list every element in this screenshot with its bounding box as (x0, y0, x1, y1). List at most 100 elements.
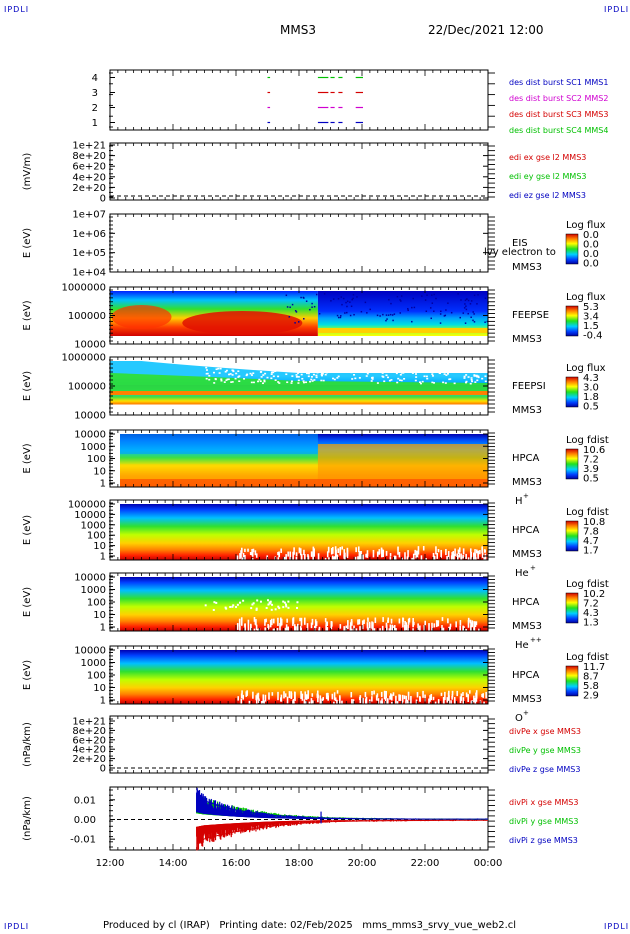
hpca_hepp-ytick-1: 1000 (81, 585, 106, 596)
divpe-legend-2: divPe z gse MMS3 (509, 765, 580, 774)
feepsi-colorbar (565, 376, 579, 408)
divpi-ytick-0: 0.01 (74, 795, 96, 806)
divpi-ytick-2: -0.01 (70, 835, 96, 846)
feepse-cbar-3: -0.4 (583, 331, 603, 342)
hpca_he-inst2: MMS3 (512, 549, 542, 560)
time-tick-0: 12:00 (96, 858, 125, 869)
divpe-ytick-3: 4e+20 (72, 745, 106, 756)
divpi-line-2 (196, 794, 488, 820)
eis-ylabel: E (eV) (22, 228, 33, 258)
hpca_o-inst: HPCA (512, 670, 540, 681)
divpe-legend-0: divPe x gse MMS3 (509, 727, 581, 736)
feepsi-cbar-0: 4.3 (583, 373, 599, 384)
feepse-inst2: MMS3 (512, 334, 542, 345)
divpi-series-0 (196, 819, 488, 851)
burst-legend-3: des dist burst SC4 MMS4 (509, 126, 608, 135)
hpca_hepp-colorbar (565, 592, 579, 624)
hpca_o-species: O (515, 713, 523, 724)
eis-frame (109, 213, 489, 273)
burst-legend-0: des dist burst SC1 MMS1 (509, 78, 608, 87)
feepsi-inst: FEEPSI (512, 381, 546, 392)
eis-cbar-title: Log flux (566, 220, 606, 231)
hpca_he-ytick-1: 10000 (74, 510, 106, 521)
hpca_o-ylabel: E (eV) (22, 660, 33, 690)
hpca_h-ytick-2: 100 (87, 454, 106, 465)
hpca_he-cbar-1: 7.8 (583, 527, 599, 538)
hpca_he-ytick-5: 1 (100, 552, 106, 563)
hpca_o-cbar-title: Log fdist (566, 652, 609, 663)
feepsi-cbar-title: Log flux (566, 363, 606, 374)
hpca_hepp-cbar-0: 10.2 (583, 589, 605, 600)
eis-cbar-2: 0.0 (583, 249, 599, 260)
hpca_he-cbar-0: 10.8 (583, 517, 605, 528)
edi-ytick-3: 4e+20 (72, 172, 106, 183)
eis-overlay: lvy electron to (484, 247, 556, 258)
hpca_h-ytick-3: 10 (93, 466, 106, 477)
hpca_o-ytick-2: 100 (87, 671, 106, 682)
edi-ytick-1: 8e+20 (72, 151, 106, 162)
eis-cbar-0: 0.0 (583, 230, 599, 241)
hpca_he-ytick-3: 100 (87, 531, 106, 542)
hpca_he-spectrogram (120, 504, 489, 567)
eis-cbar-3: 0.0 (583, 259, 599, 270)
hpca_h-charge: + (523, 492, 529, 500)
hpca_he-ytick-4: 10 (93, 541, 106, 552)
edi-ytick-0: 1e+21 (72, 141, 106, 152)
feepse-cbar-1: 3.4 (583, 312, 599, 323)
hpca_hepp-inst: HPCA (512, 597, 540, 608)
burst-ytick-0: 4 (92, 73, 98, 84)
burst-frame (109, 69, 489, 131)
hpca_he-colorbar (565, 520, 579, 552)
feepsi-ytick-1: 100000 (68, 382, 106, 393)
burst-ytick-3: 1 (92, 118, 98, 129)
feepse-ytick-2: 10000 (74, 340, 106, 351)
edi-frame (109, 142, 489, 201)
time-tick-6: 00:00 (474, 858, 503, 869)
edi-legend-2: edi ez gse l2 MMS3 (509, 191, 586, 200)
hpca_o-charge: + (523, 709, 529, 717)
footer-text: Produced by cl (IRAP) Printing date: 02/… (103, 920, 517, 931)
divpe-ytick-5: 0 (100, 764, 106, 775)
corner-tr: IPDLI (604, 5, 630, 14)
eis-colorbar (565, 233, 579, 265)
divpi-legend-2: divPi z gse MMS3 (509, 836, 578, 845)
feepsi-inst2: MMS3 (512, 405, 542, 416)
hpca_h-species: H (515, 496, 523, 507)
hpca_o-cbar-0: 11.7 (583, 662, 605, 673)
hpca_hepp-cbar-2: 4.3 (583, 608, 599, 619)
divpe-ytick-0: 1e+21 (72, 717, 106, 728)
hpca_h-spectrogram (120, 434, 488, 487)
burst-legend-2: des dist burst SC3 MMS3 (509, 110, 608, 119)
time-tick-2: 16:00 (222, 858, 251, 869)
divpe-ytick-2: 6e+20 (72, 735, 106, 746)
hpca_h-ylabel: E (eV) (22, 443, 33, 473)
time-tick-5: 22:00 (411, 858, 440, 869)
hpca_o-inst2: MMS3 (512, 694, 542, 705)
hpca_o-ytick-1: 1000 (81, 658, 106, 669)
hpca_hepp-ylabel: E (eV) (22, 587, 33, 617)
hpca_h-inst2: MMS3 (512, 477, 542, 488)
hpca_hepp-spectrogram (120, 577, 490, 638)
hpca_o-colorbar (565, 665, 579, 697)
edi-ytick-2: 6e+20 (72, 162, 106, 173)
corner-br: IPDLI (604, 922, 630, 931)
hpca_h-ytick-1: 1000 (81, 442, 106, 453)
hpca_he-ytick-0: 100000 (68, 500, 106, 511)
corner-bl: IPDLI (4, 922, 30, 931)
feepsi-ytick-0: 1000000 (61, 353, 106, 364)
divpe-ylabel: (nPa/km) (22, 722, 33, 767)
time-tick-1: 14:00 (159, 858, 188, 869)
hpca_o-ytick-0: 10000 (74, 646, 106, 657)
eis-inst: EIS (512, 238, 528, 249)
time-tick-3: 18:00 (285, 858, 314, 869)
feepsi-cbar-1: 3.0 (583, 383, 599, 394)
eis-ytick-3: 1e+04 (72, 268, 106, 279)
edi-ytick-4: 2e+20 (72, 183, 106, 194)
hpca_h-cbar-0: 10.6 (583, 445, 605, 456)
feepsi-ytick-2: 10000 (74, 411, 106, 422)
divpi-legend-1: divPi y gse MMS3 (509, 817, 578, 826)
hpca_he-charge: + (530, 564, 536, 572)
feepsi-spectrogram (110, 361, 488, 411)
feepse-colorbar (565, 305, 579, 337)
feepsi-cbar-3: 0.5 (583, 402, 599, 413)
